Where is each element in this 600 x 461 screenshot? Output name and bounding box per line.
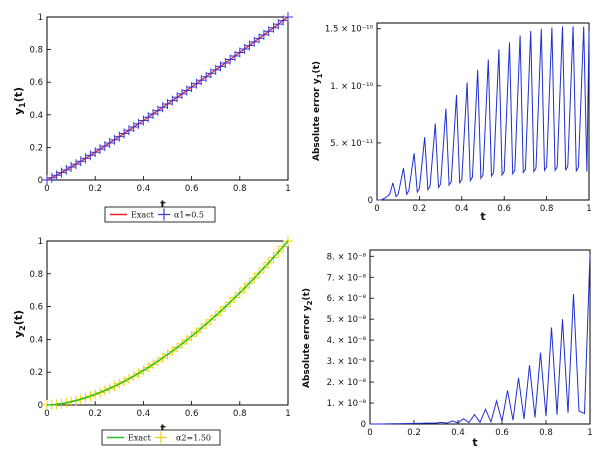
- y-tick-label: 0.4: [29, 111, 43, 121]
- plot-area-y1: [42, 12, 293, 185]
- data-point-alpha1: [66, 162, 77, 173]
- x-tick-label: 1: [285, 184, 290, 194]
- x-axis-label-y1: t: [160, 198, 165, 211]
- legend-label-alpha2: α2=1.50: [176, 434, 211, 443]
- series-line-error-y1: [377, 26, 590, 201]
- plot-frame-y1: [46, 16, 289, 181]
- legend-swatch-alpha2: [155, 431, 167, 444]
- x-tick-label: 0: [44, 409, 49, 419]
- y-tick-label: 0.6: [29, 303, 43, 313]
- y-tick-label: 0.2: [29, 143, 43, 153]
- axis-ticks-error-y2: 0 0.2 0.4 0.6 0.8 1 0 1. × 10⁻⁸ 2. × 10⁻⁸ 3. × 10…: [327, 252, 593, 438]
- x-tick-label: 0.4: [137, 409, 151, 419]
- x-axis-label-error-y2: t: [472, 436, 477, 449]
- y-tick-label: 7. × 10⁻⁸: [327, 273, 367, 283]
- legend-y1: Exact α1=0.5: [104, 206, 216, 223]
- y-tick-label: 1: [38, 13, 43, 23]
- panel-error-y1: 0 0.2 0.4 0.6 0.8 1 0 5. × 10⁻¹¹ 1. × 10⁻¹⁰ 1.5 ×…: [312, 22, 592, 223]
- y-tick-label: 8. × 10⁻⁸: [327, 252, 367, 262]
- y-tick-label: 4. × 10⁻⁸: [327, 336, 367, 346]
- x-axis-label-error-y1: t: [480, 210, 485, 223]
- y-tick-label: 1: [38, 237, 43, 247]
- x-tick-label: 0.2: [407, 428, 421, 438]
- legend-label-exact-y2: Exact: [128, 434, 152, 443]
- x-tick-label: 0.4: [455, 204, 469, 214]
- data-point-alpha1: [61, 164, 72, 175]
- axis-ticks-y2: 0 0.2 0.4 0.6 0.8 1 0 0.2 0.4 0.6 0.8 1: [29, 237, 290, 419]
- y-tick-label: 2. × 10⁻⁸: [327, 378, 367, 388]
- x-tick-label: 0.6: [185, 409, 199, 419]
- panel-error-y2: 0 0.2 0.4 0.6 0.8 1 0 1. × 10⁻⁸ 2. × 10⁻⁸ 3. × 10…: [302, 249, 593, 449]
- x-tick-label: 0.4: [137, 184, 151, 194]
- series-line-error-y2: [370, 254, 591, 425]
- x-axis-label-y2: t: [160, 422, 165, 435]
- y-tick-label: 1. × 10⁻⁸: [327, 399, 367, 409]
- data-point-alpha1: [70, 159, 81, 170]
- series-line-exact-y2: [46, 240, 289, 406]
- x-tick-label: 0.6: [497, 204, 511, 214]
- y-tick-label: 0: [38, 401, 43, 411]
- plot-frame-error-y2: [369, 249, 591, 425]
- y-axis-label-error-y1: Absolute error y1(t): [312, 61, 324, 161]
- y-axis-label-y1: y1(t): [12, 87, 27, 115]
- x-tick-label: 0.8: [540, 204, 554, 214]
- y-tick-label: 0: [38, 176, 43, 186]
- plot-area-error-y2: [370, 254, 591, 425]
- x-tick-label: 1: [586, 204, 591, 214]
- panel-y1: 0 0.2 0.4 0.6 0.8 1 0 0.2 0.4 0.6 0.8 1 t y1(t) Exa…: [12, 12, 293, 223]
- y-tick-label: 5. × 10⁻⁸: [327, 315, 367, 325]
- x-tick-label: 0.2: [88, 409, 102, 419]
- x-tick-label: 1: [285, 409, 290, 419]
- axis-ticks-y1: 0 0.2 0.4 0.6 0.8 1 0 0.2 0.4 0.6 0.8 1: [29, 13, 290, 194]
- data-point-alpha1: [75, 156, 86, 167]
- data-point-alpha1: [51, 170, 62, 181]
- y-tick-label: 6. × 10⁻⁸: [327, 294, 367, 304]
- x-tick-label: 0.8: [233, 184, 247, 194]
- x-tick-label: 0: [44, 184, 49, 194]
- y-tick-label: 0.4: [29, 335, 43, 345]
- plot-frame-y2: [46, 240, 289, 406]
- x-tick-label: 1: [587, 428, 592, 438]
- x-tick-label: 0: [367, 428, 372, 438]
- legend-label-alpha1: α1=0.5: [174, 211, 204, 220]
- x-tick-label: 0.2: [88, 184, 102, 194]
- y-tick-label: 0.8: [29, 270, 43, 280]
- x-tick-label: 0.6: [495, 428, 509, 438]
- y-tick-label: 1.5 × 10⁻¹⁰: [325, 25, 374, 35]
- y-tick-label: 3. × 10⁻⁸: [327, 357, 367, 367]
- plot-frame-error-y1: [376, 22, 590, 201]
- data-point-alpha1: [46, 172, 57, 183]
- y-tick-label: 5. × 10⁻¹¹: [330, 139, 373, 149]
- plot-area-error-y1: [377, 26, 590, 201]
- y-axis-label-y2: y2(t): [12, 310, 27, 338]
- y-tick-label: 0.6: [29, 78, 43, 88]
- panel-y2: 0 0.2 0.4 0.6 0.8 1 0 0.2 0.4 0.6 0.8 1 t y2(t) Exa…: [12, 236, 293, 446]
- data-point-alpha1: [283, 12, 293, 22]
- legend-label-exact-y1: Exact: [131, 211, 155, 220]
- y-tick-label: 0.8: [29, 46, 43, 56]
- data-point-alpha1: [56, 167, 67, 178]
- x-tick-label: 0.8: [233, 409, 247, 419]
- plot-area-y2: [42, 236, 293, 410]
- legend-y2: Exact α2=1.50: [101, 429, 221, 446]
- axis-ticks-error-y1: 0 0.2 0.4 0.6 0.8 1 0 5. × 10⁻¹¹ 1. × 10⁻¹⁰ 1.5 ×…: [325, 25, 592, 214]
- x-tick-label: 0.4: [451, 428, 465, 438]
- y-tick-label: 0.2: [29, 368, 43, 378]
- y-tick-label: 0: [361, 420, 366, 430]
- x-tick-label: 0.2: [413, 204, 427, 214]
- y-tick-label: 0: [368, 196, 373, 206]
- legend-swatch-alpha1: [158, 208, 170, 221]
- y-tick-label: 1. × 10⁻¹⁰: [330, 82, 373, 92]
- x-tick-label: 0.8: [539, 428, 553, 438]
- y-axis-label-error-y2: Absolute error y2(t): [302, 288, 314, 388]
- data-point-alpha1: [42, 175, 52, 185]
- x-tick-label: 0.6: [185, 184, 199, 194]
- x-tick-label: 0: [374, 204, 379, 214]
